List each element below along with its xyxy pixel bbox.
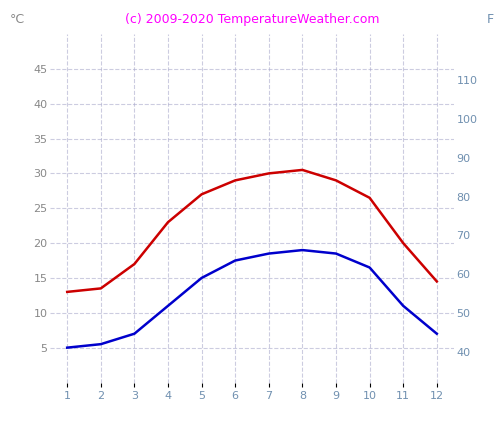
Text: °C: °C [10, 13, 25, 26]
Text: F: F [487, 13, 494, 26]
Text: (c) 2009-2020 TemperatureWeather.com: (c) 2009-2020 TemperatureWeather.com [125, 13, 379, 26]
